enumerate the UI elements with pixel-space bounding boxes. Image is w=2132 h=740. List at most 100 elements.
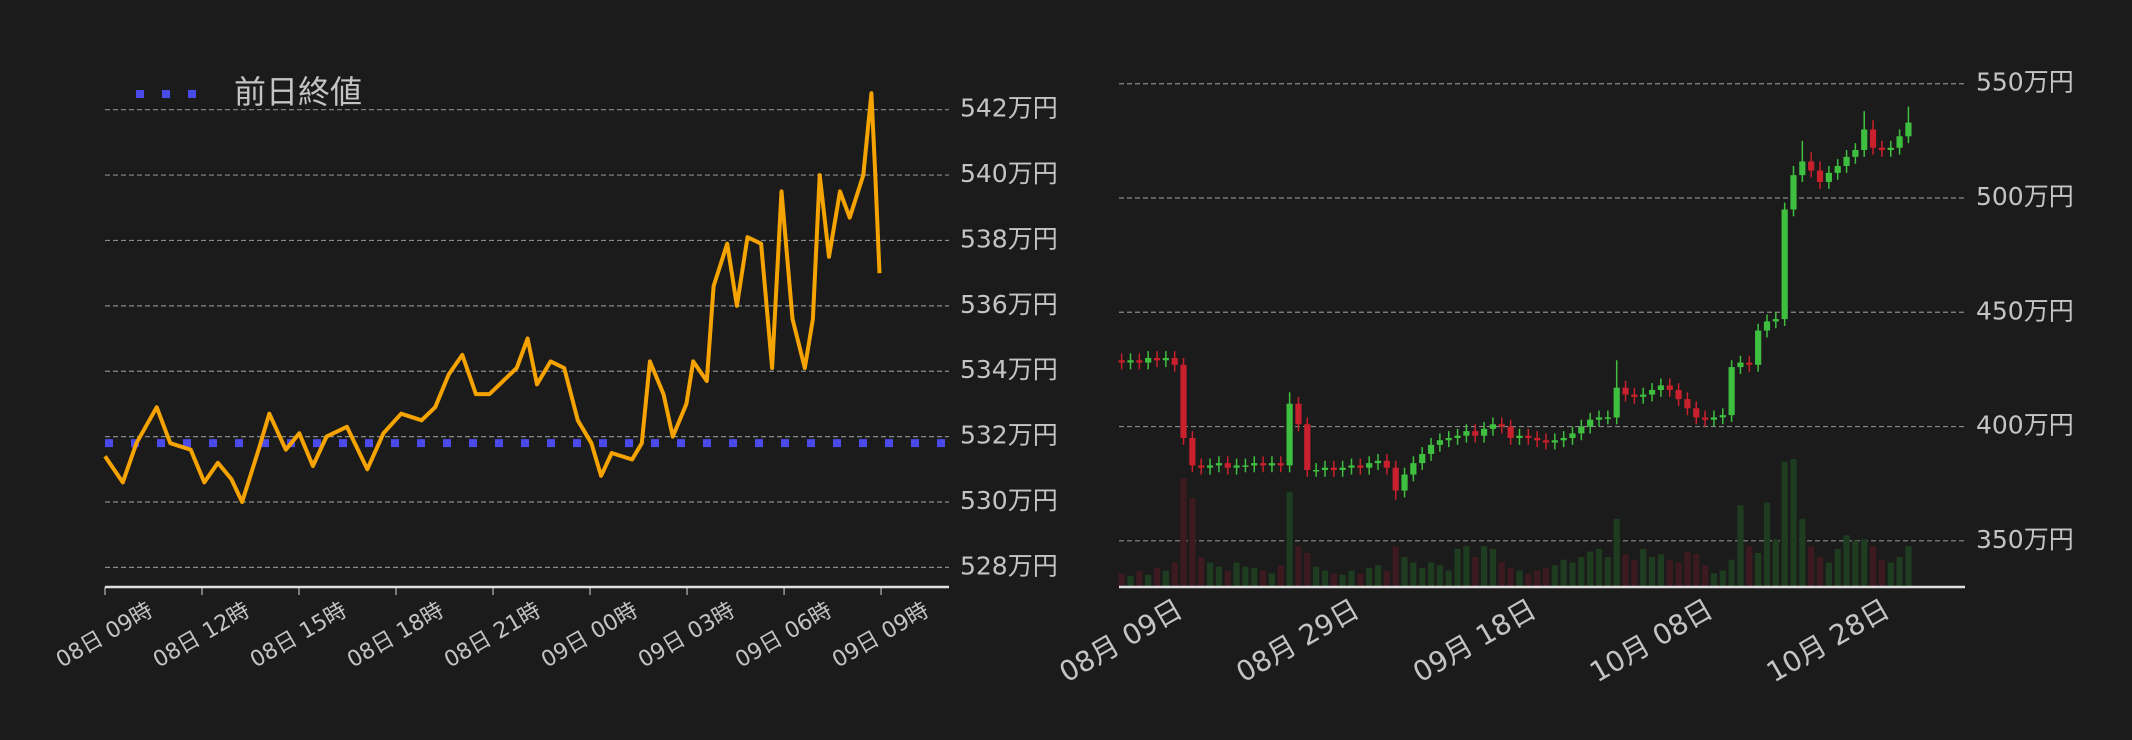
candle-body xyxy=(1878,147,1885,150)
volume-bar xyxy=(1790,459,1797,587)
volume-bar xyxy=(1728,559,1735,587)
candle-body xyxy=(1684,399,1691,409)
volume-bar xyxy=(1746,546,1753,587)
candle-body xyxy=(1481,428,1488,436)
volume-bar xyxy=(1145,574,1152,587)
volume-bar xyxy=(1737,505,1744,587)
candle-body xyxy=(1613,387,1620,418)
volume-bar xyxy=(1206,562,1214,587)
candle-body xyxy=(1127,360,1134,363)
volume-bar xyxy=(1224,570,1231,587)
candle-body xyxy=(1445,437,1452,441)
volume-bar xyxy=(1710,573,1718,587)
candle-body xyxy=(1657,385,1664,390)
candle-body xyxy=(1136,360,1143,363)
volume-bar xyxy=(1260,570,1267,587)
candle-body xyxy=(1640,394,1647,397)
candle-body xyxy=(1799,161,1806,176)
volume-bar xyxy=(1348,570,1355,587)
candle-body xyxy=(1825,172,1832,182)
candle-body xyxy=(1419,453,1426,464)
volume-bar xyxy=(1799,518,1806,587)
candle-body xyxy=(1702,417,1709,420)
candle-body xyxy=(1887,147,1894,150)
candle-body xyxy=(1781,209,1788,320)
candle-body xyxy=(1746,362,1753,365)
y-tick-label: 550万円 xyxy=(1976,68,2074,97)
candle-body xyxy=(1587,419,1594,427)
y-tick-label: 532万円 xyxy=(960,421,1058,450)
candle-body xyxy=(1374,460,1382,464)
candle-body xyxy=(1330,467,1337,470)
volume-bar xyxy=(1330,573,1337,587)
candle-body xyxy=(1198,465,1205,468)
candle-body xyxy=(1631,394,1638,397)
candle-body xyxy=(1118,360,1125,363)
volume-bar xyxy=(1595,548,1603,587)
candle-body xyxy=(1534,437,1541,441)
volume-bar xyxy=(1374,565,1382,587)
candle-body xyxy=(1383,460,1390,468)
volume-bar xyxy=(1321,570,1329,587)
volume-bar xyxy=(1268,573,1276,587)
volume-bar xyxy=(1233,562,1240,587)
volume-bar xyxy=(1136,570,1143,587)
volume-bar xyxy=(1613,518,1620,587)
candle-body xyxy=(1542,440,1550,443)
candle-body xyxy=(1790,175,1797,210)
volume-bar xyxy=(1772,539,1779,587)
candle-body xyxy=(1569,433,1576,438)
candle-body xyxy=(1622,387,1629,395)
candle-body xyxy=(1578,426,1585,434)
volume-bar xyxy=(1436,565,1443,587)
volume-bar xyxy=(1657,554,1664,587)
candle-body xyxy=(1348,465,1355,468)
volume-bar xyxy=(1383,570,1390,587)
candle-body xyxy=(1224,463,1231,468)
volume-bar xyxy=(1295,546,1302,587)
volume-bar xyxy=(1878,559,1885,587)
candle-body xyxy=(1295,403,1302,425)
candle-body xyxy=(1180,364,1187,438)
volume-bar xyxy=(1215,566,1222,587)
candle-body xyxy=(1560,437,1567,441)
volume-bar xyxy=(1808,546,1815,587)
volume-bar xyxy=(1648,557,1656,587)
volume-bar xyxy=(1869,546,1877,587)
candle-body xyxy=(1260,463,1267,466)
volume-bar xyxy=(1304,552,1311,587)
volume-bar xyxy=(1366,567,1373,587)
volume-bar xyxy=(1180,478,1187,587)
candle-body xyxy=(1454,435,1461,438)
volume-bar xyxy=(1569,562,1576,587)
volume-bar xyxy=(1905,546,1912,587)
volume-bar xyxy=(1675,562,1682,587)
candle-body xyxy=(1843,156,1850,166)
candle-body xyxy=(1728,367,1735,416)
candle-body xyxy=(1772,319,1779,322)
candle-body xyxy=(1427,444,1435,454)
candle-body xyxy=(1648,389,1656,395)
volume-bar xyxy=(1481,546,1488,587)
candle-body xyxy=(1321,467,1329,470)
volume-bar xyxy=(1825,562,1832,587)
volume-bar xyxy=(1816,557,1824,587)
volume-bar xyxy=(1401,557,1408,587)
volume-bar xyxy=(1339,574,1346,587)
volume-bar xyxy=(1781,461,1788,587)
volume-bar xyxy=(1171,562,1178,587)
candle-body xyxy=(1595,417,1603,420)
volume-bar xyxy=(1887,562,1894,587)
candle-body xyxy=(1357,465,1364,468)
candle-body xyxy=(1905,122,1912,137)
candle-body xyxy=(1869,129,1877,148)
candle-body xyxy=(1206,465,1214,468)
candle-body xyxy=(1215,463,1222,466)
y-tick-label: 542万円 xyxy=(960,94,1058,123)
volume-bar xyxy=(1843,535,1850,587)
candle-body xyxy=(1268,463,1276,466)
volume-bar xyxy=(1286,491,1293,587)
volume-bar xyxy=(1631,559,1638,587)
